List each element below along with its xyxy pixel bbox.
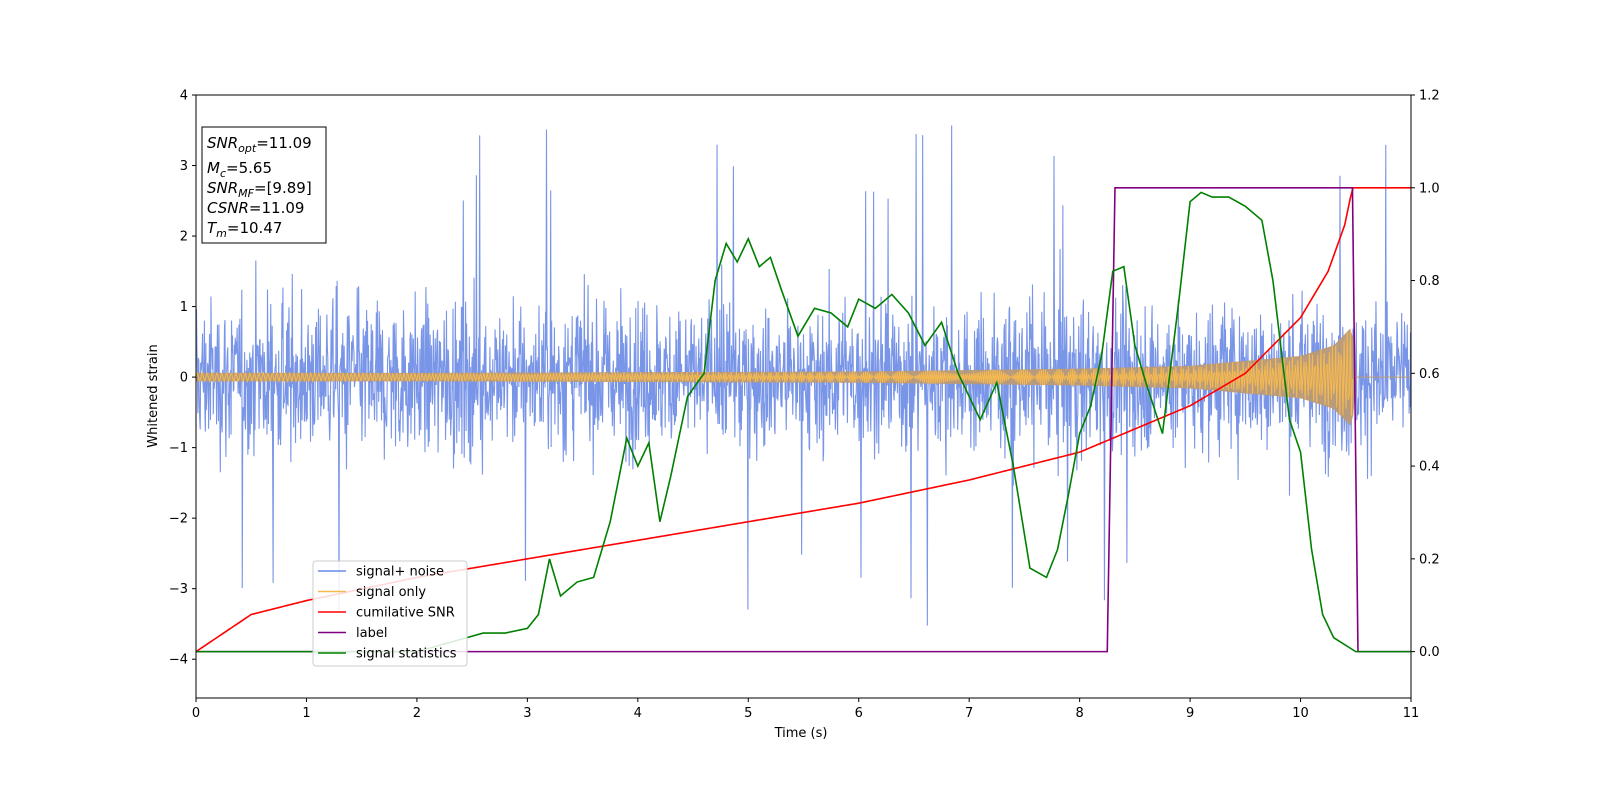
legend-label: cumilative SNR [356,606,455,621]
annotation-line: Mc=5.65 [207,159,272,180]
legend: signal+ noise signal only cumilative SNR la… [312,560,468,667]
annotation-line: Tm=10.47 [207,219,282,240]
y-left-tick-label: 1 [180,300,188,315]
x-tick-label: 8 [1075,706,1083,721]
noise-trace [196,125,1411,626]
annotation-line: SNRopt=11.09 [207,134,312,155]
x-tick-label: 10 [1292,706,1309,721]
y-left-tick-label: −4 [169,653,188,668]
signal-trace [196,329,1353,416]
y-left-tick-label: 0 [180,371,188,386]
y-left-tick-label: 2 [180,230,188,245]
plot-frame [195,94,1412,699]
y-right-tick-label: 0.8 [1419,274,1440,289]
y-right-tick-label: 1.0 [1419,181,1440,196]
y-right-tick-label: 1.2 [1419,89,1440,104]
y-right-tick-label: 0.6 [1419,367,1440,382]
y-axis-right: 0.0 0.2 0.4 0.6 0.8 1.0 1.2 [1411,89,1440,660]
x-axis: 0 1 2 3 4 5 6 7 8 9 10 11 [192,698,1419,721]
y-left-tick-label: −1 [169,441,188,456]
signal-only-series [196,328,1411,426]
x-tick-label: 9 [1186,706,1194,721]
annotation-line: SNRMF=[9.89] [207,179,312,200]
y-axis-left: −4 −3 −2 −1 0 1 2 3 4 [169,89,196,668]
y-right-tick-label: 0.4 [1419,460,1440,475]
x-tick-label: 1 [302,706,310,721]
x-tick-label: 5 [744,706,752,721]
y-left-tick-label: −2 [169,512,188,527]
legend-label: signal+ noise [356,565,444,580]
legend-label: label [356,626,387,641]
y-axis-label: Whitened strain [146,344,161,447]
x-tick-label: 2 [413,706,421,721]
noise-series [196,125,1411,626]
signal-statistics-line [196,191,1411,653]
legend-label: signal statistics [356,647,457,662]
x-tick-label: 11 [1403,706,1420,721]
x-tick-label: 3 [523,706,531,721]
legend-label: signal only [356,585,426,600]
x-tick-label: 6 [855,706,863,721]
annotation-box: SNRopt=11.09 Mc=5.65SNRMF=[9.89]CSNR=11.0… [201,126,327,244]
x-tick-label: 4 [634,706,642,721]
y-right-tick-label: 0.0 [1419,645,1440,660]
x-tick-label: 7 [965,706,973,721]
x-tick-label: 0 [192,706,200,721]
x-axis-label: Time (s) [774,726,828,741]
annotation-line: CSNR=11.09 [207,199,304,217]
y-right-tick-label: 0.2 [1419,552,1440,567]
y-left-tick-label: 3 [180,159,188,174]
y-left-tick-label: −3 [169,582,188,597]
y-left-tick-label: 4 [180,89,188,104]
